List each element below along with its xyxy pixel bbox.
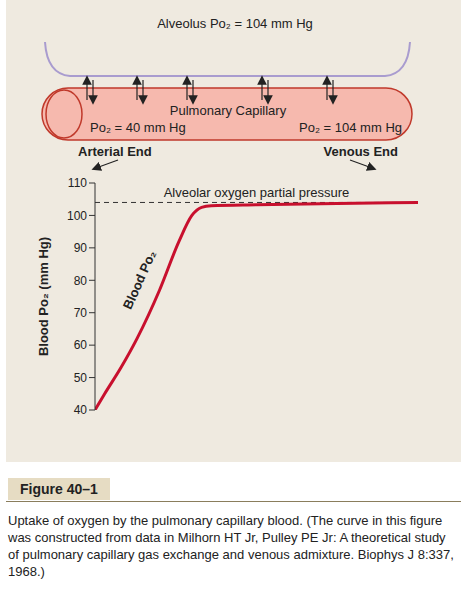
svg-text:110: 110 [68,176,87,190]
svg-text:100: 100 [67,209,87,223]
svg-text:Po₂ = 104 mm Hg: Po₂ = 104 mm Hg [299,120,402,135]
svg-text:50: 50 [74,371,88,385]
svg-text:70: 70 [74,306,88,320]
svg-text:40: 40 [74,403,88,417]
html-text:Figure 40–1: Figure 40–1 [20,481,98,497]
svg-text:Alveolar oxygen partial pressu: Alveolar oxygen partial pressure [164,185,350,200]
svg-text:Venous End: Venous End [324,144,398,159]
svg-text:80: 80 [74,274,88,288]
svg-text:Blood Po₂ (mm Hg): Blood Po₂ (mm Hg) [36,237,51,356]
svg-text:60: 60 [74,338,88,352]
svg-text:Pulmonary Capillary: Pulmonary Capillary [170,103,287,118]
html-text:Uptake of oxygen by the pulmon: Uptake of oxygen by the pulmonary capill… [8,513,454,579]
svg-text:Po₂ = 40 mm Hg: Po₂ = 40 mm Hg [90,120,186,135]
svg-text:Alveolus Po₂ = 104 mm Hg: Alveolus Po₂ = 104 mm Hg [157,16,313,31]
svg-text:90: 90 [74,241,88,255]
svg-text:Arterial End: Arterial End [78,144,152,159]
html-text:Blood Po₂: Blood Po₂ [120,248,160,312]
